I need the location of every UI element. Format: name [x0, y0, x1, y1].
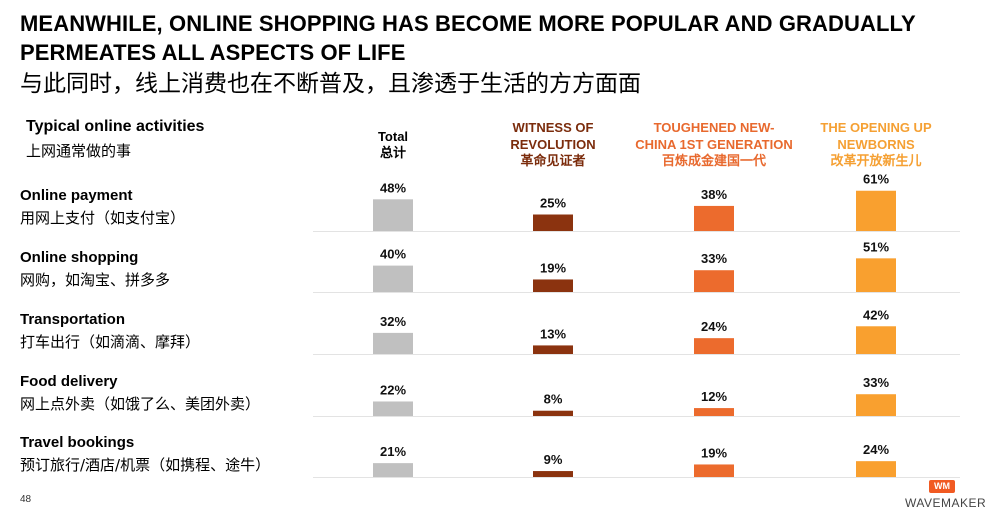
page-title: MEANWHILE, ONLINE SHOPPING HAS BECOME MO…	[20, 11, 916, 65]
category-label: Online payment	[20, 187, 133, 204]
data-label: 33%	[701, 251, 727, 266]
wavemaker-logo-text: WAVEMAKER	[905, 496, 987, 510]
data-label: 9%	[544, 452, 563, 467]
data-label: 19%	[701, 445, 727, 460]
wavemaker-logo-icon: WM	[929, 480, 955, 493]
column-header-4: THE OPENING UP NEWBORNS 改革开放新生儿	[786, 119, 966, 170]
bar	[373, 401, 413, 416]
category-label: Food delivery	[20, 373, 118, 390]
data-label: 25%	[540, 196, 566, 211]
data-label: 13%	[540, 326, 566, 341]
section-label: Typical online activities	[26, 118, 205, 135]
category-label-zh: 打车出行（如滴滴、摩拜）	[20, 333, 201, 351]
bar	[373, 463, 413, 477]
data-label: 19%	[540, 260, 566, 275]
data-label: 12%	[701, 389, 727, 404]
bar	[856, 326, 896, 354]
category-label: Online shopping	[20, 249, 139, 266]
column-header-3: TOUGHENED NEW- CHINA 1ST GENERATION 百炼成金建国…	[624, 119, 804, 170]
data-label: 40%	[380, 247, 406, 262]
page-subtitle: 与此同时，线上消费也在不断普及，且渗透于生活的方方面面	[20, 71, 641, 97]
bar	[694, 464, 734, 477]
bar	[373, 265, 413, 292]
bar	[533, 345, 573, 354]
page-number: 48	[20, 494, 32, 505]
bar	[694, 270, 734, 292]
bar	[533, 471, 573, 477]
column-header-zh: 百炼成金建国一代	[661, 154, 766, 169]
data-label: 22%	[380, 382, 406, 397]
column-header-zh: 改革开放新生儿	[830, 154, 922, 169]
data-label: 48%	[380, 180, 406, 195]
category-label-zh: 网上点外卖（如饿了么、美团外卖）	[20, 395, 261, 413]
column-header-line1: TOUGHENED NEW-	[653, 120, 775, 135]
category-label-zh: 用网上支付（如支付宝）	[20, 209, 186, 227]
bar	[373, 332, 413, 354]
data-label: 61%	[863, 172, 889, 187]
column-header-line1: Total	[377, 129, 409, 144]
bar	[856, 394, 896, 416]
column-header-line1: THE OPENING UP	[820, 120, 932, 135]
bar	[694, 338, 734, 354]
bar	[856, 461, 896, 477]
bar	[533, 410, 573, 416]
column-header-line2: NEWBORNS	[837, 137, 915, 152]
data-label: 51%	[863, 239, 889, 254]
category-label-zh: 网购，如淘宝、拼多多	[20, 271, 171, 289]
section-label-zh: 上网通常做的事	[26, 142, 132, 160]
data-label: 24%	[863, 442, 889, 457]
category-label: Travel bookings	[20, 434, 135, 451]
bar	[533, 279, 573, 292]
category-label-zh: 预订旅行/酒店/机票（如携程、途牛）	[20, 456, 271, 474]
data-label: 21%	[380, 444, 406, 459]
data-label: 32%	[380, 314, 406, 329]
bar	[856, 258, 896, 292]
column-header-line2: CHINA 1ST GENERATION	[635, 137, 793, 152]
data-label: 8%	[544, 392, 563, 407]
bar	[856, 190, 896, 231]
column-header-line2: REVOLUTION	[510, 137, 596, 152]
bar	[373, 199, 413, 231]
bar	[694, 408, 734, 416]
column-header-zh: 总计	[379, 146, 406, 161]
category-label: Transportation	[20, 311, 126, 328]
data-label: 33%	[863, 375, 889, 390]
column-header-zh: 革命见证者	[520, 154, 586, 169]
bar	[533, 214, 573, 231]
data-label: 24%	[701, 319, 727, 334]
column-header-1: Total 总计	[303, 128, 483, 162]
column-header-2: WITNESS OF REVOLUTION 革命见证者	[463, 119, 643, 170]
data-label: 42%	[863, 307, 889, 322]
bar	[694, 205, 734, 231]
column-header-line1: WITNESS OF	[512, 120, 594, 135]
data-label: 38%	[701, 187, 727, 202]
